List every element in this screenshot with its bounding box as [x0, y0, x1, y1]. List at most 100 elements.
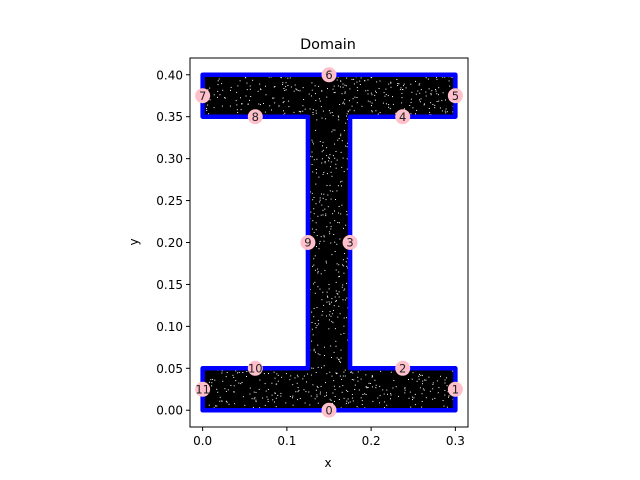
interior-point: [213, 326, 215, 327]
interior-point: [363, 350, 365, 352]
interior-point: [260, 212, 262, 214]
interior-point: [276, 231, 278, 233]
interior-point: [290, 375, 292, 377]
interior-point: [292, 292, 294, 294]
interior-point: [384, 348, 386, 350]
interior-point: [211, 274, 213, 276]
interior-point: [300, 111, 302, 113]
interior-point: [367, 320, 368, 322]
interior-point: [381, 317, 383, 319]
interior-point: [351, 379, 353, 380]
interior-point: [401, 194, 403, 196]
interior-point: [454, 265, 456, 266]
interior-point: [359, 84, 361, 85]
interior-point: [217, 84, 219, 86]
interior-point: [446, 271, 448, 273]
interior-point: [441, 147, 443, 149]
interior-point: [222, 227, 224, 229]
interior-point: [335, 151, 337, 152]
interior-point: [410, 262, 412, 264]
interior-point: [376, 81, 378, 83]
interior-point: [214, 294, 216, 296]
interior-point: [216, 271, 218, 272]
interior-point: [360, 397, 362, 399]
interior-point: [419, 334, 421, 336]
interior-point: [434, 344, 436, 346]
interior-point: [323, 304, 325, 306]
interior-point: [426, 363, 428, 365]
interior-point: [235, 319, 237, 321]
interior-point: [447, 291, 449, 293]
interior-point: [395, 357, 397, 359]
interior-point: [297, 399, 298, 401]
interior-point: [408, 335, 409, 337]
interior-point: [239, 149, 241, 151]
interior-point: [277, 272, 279, 274]
interior-point: [237, 348, 238, 350]
y-tick-label: 0.25: [156, 194, 183, 208]
interior-point: [385, 103, 387, 105]
interior-point: [296, 328, 298, 330]
y-axis-label: y: [127, 238, 141, 245]
interior-point: [324, 395, 326, 397]
interior-point: [454, 336, 456, 338]
interior-point: [447, 321, 449, 323]
interior-point: [255, 133, 257, 135]
interior-point: [420, 272, 422, 274]
interior-point: [213, 407, 215, 409]
interior-point: [231, 257, 233, 259]
interior-point: [321, 204, 323, 206]
interior-point: [255, 322, 257, 324]
interior-point: [364, 80, 366, 82]
interior-point: [249, 393, 251, 395]
interior-point: [214, 330, 216, 332]
interior-point: [251, 126, 253, 128]
interior-point: [344, 99, 346, 101]
interior-point: [436, 76, 437, 78]
interior-point: [301, 251, 302, 253]
interior-point: [427, 311, 429, 313]
interior-point: [243, 152, 245, 154]
interior-point: [423, 103, 425, 105]
interior-point: [241, 347, 243, 349]
interior-point: [437, 392, 439, 394]
interior-point: [285, 307, 287, 309]
interior-point: [339, 386, 341, 388]
interior-point: [429, 146, 431, 148]
interior-point: [379, 395, 381, 397]
edge-marker: [342, 235, 358, 250]
interior-point: [302, 288, 304, 290]
interior-point: [353, 379, 355, 381]
interior-point: [359, 235, 361, 237]
interior-point: [420, 352, 422, 354]
interior-point: [452, 398, 454, 400]
y-tick-label: 0.10: [156, 320, 183, 334]
interior-point: [287, 243, 288, 245]
interior-point: [291, 360, 293, 362]
interior-point: [322, 145, 323, 147]
interior-point: [242, 258, 244, 260]
interior-point: [236, 357, 238, 358]
interior-point: [383, 350, 384, 352]
interior-point: [209, 363, 211, 365]
interior-point: [231, 364, 233, 366]
interior-point: [346, 297, 348, 299]
interior-point: [260, 295, 262, 297]
interior-point: [220, 178, 222, 180]
interior-point: [259, 147, 261, 149]
interior-point: [417, 330, 419, 332]
interior-point: [449, 325, 450, 326]
interior-point: [319, 391, 321, 393]
interior-point: [442, 76, 444, 78]
interior-point: [356, 233, 358, 235]
interior-point: [272, 358, 274, 360]
interior-point: [413, 207, 415, 208]
interior-point: [235, 320, 237, 322]
interior-point: [312, 141, 314, 143]
interior-point: [399, 89, 401, 91]
interior-point: [379, 249, 381, 251]
interior-point: [415, 210, 417, 212]
interior-point: [238, 371, 240, 373]
interior-point: [415, 320, 417, 322]
interior-point: [438, 186, 439, 188]
